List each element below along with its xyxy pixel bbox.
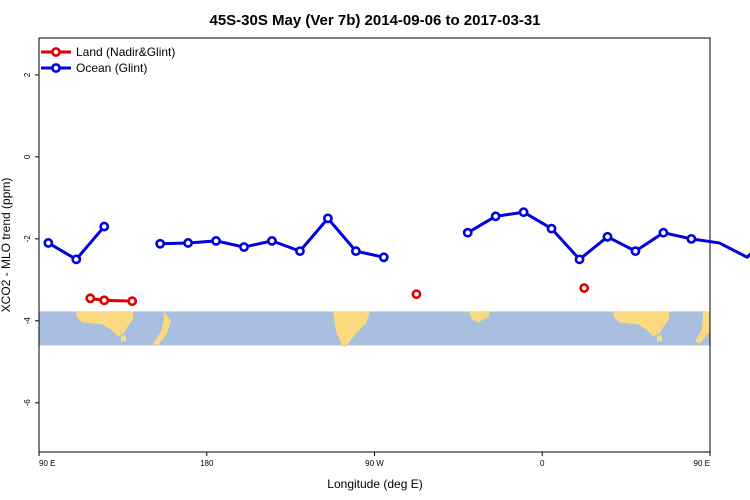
x-tick-label: 90 W [365, 459, 384, 468]
data-point [155, 238, 166, 249]
data-point [85, 293, 96, 304]
x-tick-label: 90 E [694, 459, 710, 468]
x-tick-label: 180 [200, 459, 214, 468]
data-point [411, 289, 422, 300]
series-line [47, 225, 106, 261]
data-point [127, 296, 138, 307]
data-point [239, 242, 249, 252]
legend-label: Ocean (Glint) [76, 61, 147, 75]
data-point [546, 223, 557, 234]
series-layer [43, 207, 750, 307]
data-point [267, 236, 277, 246]
y-tick-label: 2 [23, 72, 32, 77]
new-zealand-land [153, 311, 171, 346]
data-point [574, 254, 585, 265]
x-axis-label: Longitude (deg E) [327, 477, 422, 491]
y-tick-label: -6 [23, 399, 32, 407]
australia-land [76, 311, 133, 337]
data-point [43, 238, 54, 248]
data-point [183, 238, 194, 248]
australia-land-2 [613, 311, 669, 337]
chart-title: 45S-30S May (Ver 7b) 2014-09-06 to 2017-… [209, 12, 540, 29]
y-tick-label: 0 [23, 154, 32, 159]
series-line [90, 296, 133, 303]
y-tick-label: -2 [23, 235, 32, 243]
data-point [323, 213, 333, 224]
tasmania-land-2 [657, 335, 662, 342]
y-tick-label: -4 [23, 317, 32, 325]
data-point [99, 221, 110, 232]
data-point [658, 227, 669, 238]
data-point [378, 252, 389, 263]
data-point [71, 254, 82, 265]
tasmania-land [121, 335, 126, 342]
legend-marker [51, 47, 61, 57]
data-point [99, 295, 110, 306]
data-point [602, 231, 613, 242]
series-land [85, 283, 590, 307]
y-axis-label: XCO2 - MLO trend (ppm) [0, 178, 13, 313]
series-ocean [43, 207, 750, 265]
legend-marker [51, 63, 61, 73]
plot-frame [38, 37, 711, 453]
data-point [350, 246, 361, 257]
ocean-band [39, 311, 710, 346]
data-point [518, 207, 529, 218]
south-america-land [333, 311, 370, 348]
map-band [39, 311, 710, 348]
data-point [462, 227, 473, 238]
data-point [211, 236, 221, 246]
data-point [295, 246, 305, 257]
africa-land [469, 311, 490, 323]
legend: Land (Nadir&Glint) Ocean (Glint) [41, 45, 175, 75]
legend-label: Land (Nadir&Glint) [76, 45, 175, 59]
data-point [579, 283, 590, 293]
data-point [490, 211, 501, 222]
data-point [686, 233, 697, 244]
data-point [630, 246, 641, 257]
x-tick-label: 90 E [39, 459, 55, 468]
new-zealand-land-2 [695, 311, 710, 344]
x-tick-label: 0 [540, 459, 545, 468]
